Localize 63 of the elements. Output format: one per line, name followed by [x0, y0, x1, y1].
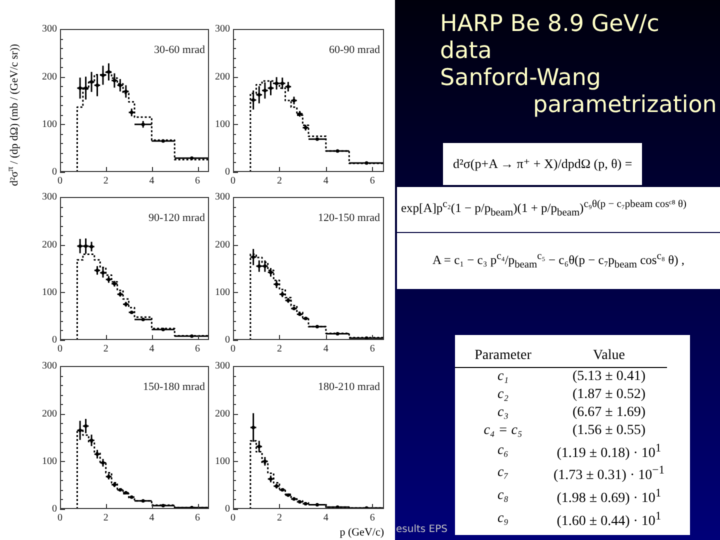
text: Parameter Value: [474, 348, 625, 364]
x-tick-label: 2: [103, 344, 108, 355]
y-tick-label: 100: [42, 286, 57, 298]
y-tick-label: 100: [42, 118, 57, 130]
y-tick-label: 300: [42, 360, 57, 372]
y-tick-label: 300: [215, 24, 230, 35]
annotation: 90-120 mrad: [148, 212, 206, 224]
y-tick-label: 200: [42, 408, 57, 420]
x-tick-label: 6: [195, 176, 200, 187]
y-tick-label: 0: [52, 504, 57, 515]
y-tick-label: 100: [42, 456, 57, 467]
x-tick-label: 6: [370, 512, 375, 524]
text: c₂ (1.87 ± 0.52): [497, 386, 646, 402]
x-tick-label: 4: [323, 344, 328, 355]
x-tick-label: 4: [149, 344, 154, 355]
x-tick-label: 6: [370, 344, 375, 355]
y-tick-label: 200: [42, 239, 57, 250]
x-tick-label: 6: [195, 344, 200, 355]
annotation: 150-180 mrad: [142, 381, 206, 393]
text: c₃ (6.67 ± 1.69): [497, 404, 646, 420]
y-tick-label: 300: [215, 360, 230, 372]
y-tick-label: 200: [215, 408, 230, 420]
text: esults EPS: [396, 523, 448, 537]
text: c₄ = c₅ (1.56 ± 0.55): [484, 422, 646, 438]
x-tick-label: 2: [276, 344, 282, 355]
y-tick-label: 200: [215, 239, 230, 250]
y-tick-label: 0: [52, 334, 57, 346]
y-tick-label: 100: [215, 286, 230, 298]
annotation: 180-210 mrad: [318, 381, 380, 393]
x-tick-label: 6: [195, 512, 200, 524]
y-tick-label: 100: [215, 118, 230, 130]
text: c₁ (5.13 ± 0.41): [497, 368, 646, 384]
y-tick-label: 200: [215, 71, 230, 82]
y-tick-label: 300: [215, 192, 230, 203]
x-tick-label: 2: [103, 176, 108, 187]
y-tick-label: 100: [215, 456, 230, 467]
x-tick-label: 4: [149, 512, 154, 524]
x-tick-label: 6: [370, 176, 375, 187]
text: c₇ (1.73 ± 0.31) · 10$^{−1}$: [497, 464, 665, 484]
annotation: 60-90 mrad: [328, 44, 380, 56]
x-tick-label: 4: [149, 176, 154, 187]
x-tick-label: 2: [276, 176, 282, 187]
x-axis-title: p (GeV/c): [340, 526, 384, 538]
annotation: 30-60 mrad: [154, 44, 206, 56]
y-tick-label: 300: [42, 24, 57, 35]
y-tick-label: 300: [42, 192, 57, 203]
y-tick-label: 200: [42, 71, 57, 82]
x-tick-label: 2: [103, 512, 108, 524]
text: A = c₁ − c₃ p$^{c₄}$/p$_{beam}$$^{c₅}$ − c₆θ(p − c₇p$_{beam}$ cos$^{c₈}$ θ) ,: [432, 250, 685, 270]
text: d²σ(p+A → π⁺ + X)/dpdΩ (p, θ) =: [453, 155, 632, 173]
x-tick-label: 2: [276, 512, 282, 524]
y-tick-label: 0: [225, 166, 230, 178]
x-tick-label: 4: [323, 176, 328, 187]
text: HARP Be 8.9 GeV/c data Sanford-Wang parametrization: [440, 11, 717, 119]
text: c₈ (1.98 ± 0.69) · 10$^{1}$: [497, 486, 662, 506]
text: c₉ (1.60 ± 0.44) · 10$^{1}$: [497, 508, 662, 529]
text: c₆ (1.19 ± 0.18) · 10$^{1}$: [497, 441, 662, 461]
annotation: 120-150 mrad: [318, 212, 380, 224]
x-tick-label: 4: [323, 512, 328, 524]
y-tick-label: 0: [225, 334, 230, 346]
y-tick-label: 0: [52, 166, 57, 178]
y-tick-label: 0: [225, 504, 230, 515]
text: exp[A]p$^{c₂}$(1 − p/p$_{beam}$)(1 + p/p$_{beam}$)$^{c₉θ(p − c₇pbeam cosᶜ⁸ θ)}$: [401, 198, 686, 221]
